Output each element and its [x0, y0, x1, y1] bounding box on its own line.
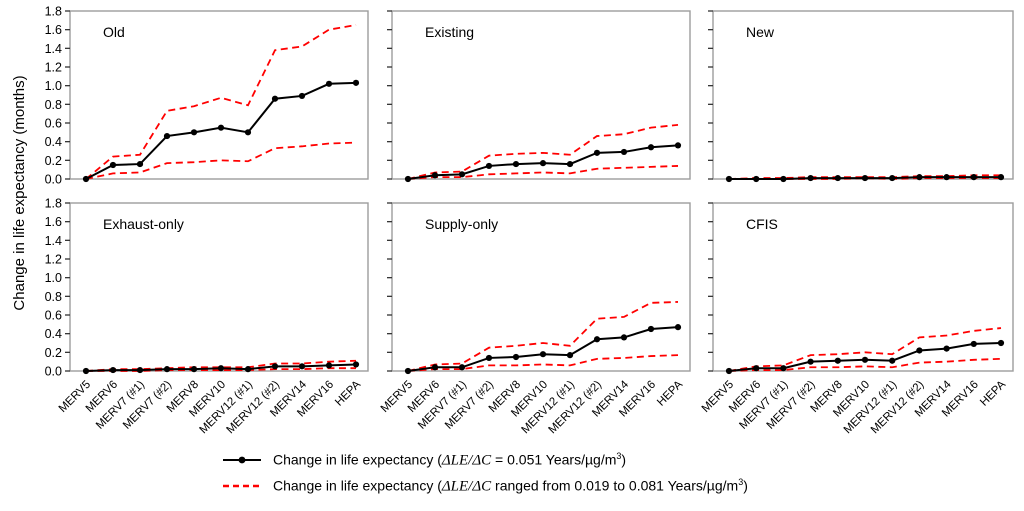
svg-text:1.8: 1.8	[45, 197, 62, 211]
panel-label-new: New	[746, 24, 775, 40]
svg-text:0.2: 0.2	[45, 346, 62, 360]
legend-label-central: Change in life expectancy (ΔLE/ΔC = 0.05…	[273, 450, 627, 469]
svg-text:1.2: 1.2	[45, 61, 62, 75]
svg-text:0.0: 0.0	[45, 365, 62, 379]
panel-label-supply-only: Supply-only	[425, 216, 499, 232]
svg-text:0.8: 0.8	[45, 290, 62, 304]
svg-text:0.2: 0.2	[45, 154, 62, 168]
svg-text:1.4: 1.4	[45, 234, 62, 248]
svg-text:0.0: 0.0	[45, 173, 62, 187]
legend-item-bounds: Change in life expectancy (ΔLE/ΔC ranged…	[222, 476, 748, 495]
panel-existing	[387, 10, 691, 183]
panel-new	[708, 10, 1014, 183]
panel-label-existing: Existing	[425, 24, 475, 40]
panel-exhaust-only: 0.00.20.40.60.81.01.21.41.61.8MERV5MERV6…	[45, 197, 369, 436]
svg-text:1.0: 1.0	[45, 79, 62, 93]
legend-item-central: Change in life expectancy (ΔLE/ΔC = 0.05…	[222, 450, 748, 469]
svg-text:0.6: 0.6	[45, 309, 62, 323]
legend: Change in life expectancy (ΔLE/ΔC = 0.05…	[222, 450, 748, 504]
svg-text:1.0: 1.0	[45, 271, 62, 285]
svg-text:0.8: 0.8	[45, 98, 62, 112]
svg-text:1.4: 1.4	[45, 42, 62, 56]
panel-label-exhaust-only: Exhaust-only	[103, 216, 184, 232]
legend-solid-line-dot-icon	[223, 456, 261, 464]
svg-text:HEPA: HEPA	[655, 378, 685, 408]
svg-text:1.8: 1.8	[45, 5, 62, 19]
svg-text:HEPA: HEPA	[333, 378, 363, 408]
svg-text:0.6: 0.6	[45, 117, 62, 131]
legend-label-bounds: Change in life expectancy (ΔLE/ΔC ranged…	[273, 476, 748, 495]
svg-text:1.6: 1.6	[45, 23, 62, 37]
svg-text:0.4: 0.4	[45, 135, 62, 149]
svg-text:0.4: 0.4	[45, 327, 62, 341]
svg-text:HEPA: HEPA	[978, 378, 1008, 408]
panel-label-old: Old	[103, 24, 125, 40]
panel-label-cfis: CFIS	[746, 216, 778, 232]
svg-text:1.2: 1.2	[45, 253, 62, 267]
legend-red-dashed-line-icon	[223, 484, 261, 488]
svg-text:1.6: 1.6	[45, 215, 62, 229]
panel-old: 0.0 0.2 0.4 0.6 0.8 1.0 1.2 1.4 1.6 1.8	[45, 5, 369, 187]
